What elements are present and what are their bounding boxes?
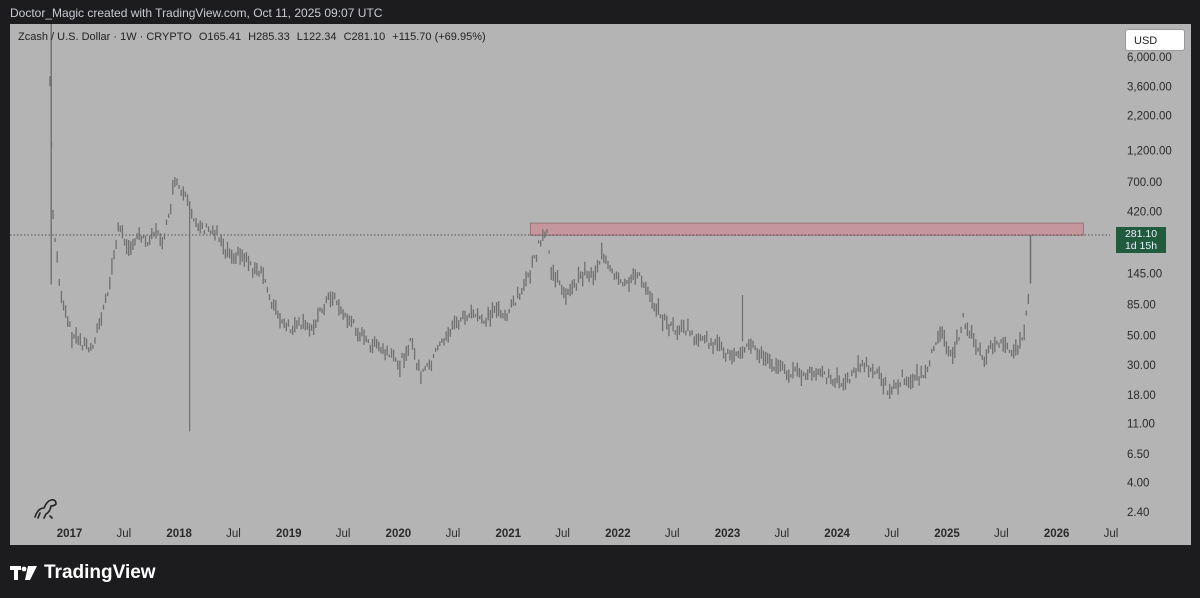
tradingview-brand-text: TradingView [44, 562, 156, 583]
x-tick-label: Jul [665, 528, 680, 540]
x-tick-label: 2020 [386, 528, 412, 540]
x-tick-label: 2017 [57, 528, 83, 540]
bar-countdown: 1d 15h [1124, 240, 1158, 252]
tradingview-logo-icon [10, 566, 37, 580]
x-tick-label: Jul [117, 528, 132, 540]
x-tick-label: Jul [226, 528, 241, 540]
x-tick-label: 2018 [166, 528, 192, 540]
last-price-tag: 281.10 1d 15h [1116, 227, 1166, 253]
y-tick-label: 30.00 [1127, 360, 1156, 372]
x-tick-label: Jul [555, 528, 570, 540]
chart-panel[interactable]: 6,000.00 3,600.00 2,200.00 1,200.00 700.00 42… [10, 24, 1191, 545]
x-tick-label: Jul [884, 528, 899, 540]
y-tick-label: 3,600.00 [1127, 82, 1172, 94]
x-tick-label: Jul [446, 528, 461, 540]
last-price-value: 281.10 [1124, 228, 1158, 240]
ohlc-low: L122.34 [296, 31, 337, 43]
chart-credit: Doctor_Magic created with TradingView.co… [10, 6, 383, 20]
y-tick-label: 1,200.00 [1127, 146, 1172, 158]
y-tick-label: 50.00 [1127, 330, 1156, 342]
y-tick-label: 420.00 [1127, 207, 1162, 219]
x-tick-label: Jul [775, 528, 790, 540]
y-tick-label: 145.00 [1127, 268, 1162, 280]
x-tick-label: 2022 [605, 528, 631, 540]
dinosaur-logo-icon [32, 494, 60, 525]
y-tick-label: 85.00 [1127, 300, 1156, 312]
x-tick-label: 2026 [1044, 528, 1070, 540]
x-tick-label: 2021 [495, 528, 521, 540]
ohlc-high: H285.33 [248, 31, 290, 43]
x-tick-label: 2019 [276, 528, 302, 540]
symbol-name: Zcash / U.S. Dollar · 1W · CRYPTO [18, 31, 192, 43]
ohlc-close: C281.10 [343, 31, 386, 43]
y-tick-label: 6.50 [1127, 449, 1149, 461]
y-tick-label: 700.00 [1127, 177, 1162, 189]
y-tick-label: 18.00 [1127, 390, 1156, 402]
symbol-legend: Zcash / U.S. Dollar · 1W · CRYPTO O165.4… [18, 31, 490, 43]
x-tick-label: Jul [336, 528, 351, 540]
tradingview-branding: TradingView [10, 562, 156, 584]
ohlc-open: O165.41 [198, 31, 242, 43]
y-tick-label: 4.00 [1127, 477, 1149, 489]
y-tick-label: 6,000.00 [1127, 52, 1172, 64]
x-tick-label: 2023 [715, 528, 741, 540]
x-tick-label: 2024 [824, 528, 850, 540]
resistance-zone [529, 222, 1084, 236]
x-tick-label: Jul [1104, 528, 1119, 540]
y-tick-label: 2.40 [1127, 507, 1149, 519]
x-tick-label: Jul [994, 528, 1009, 540]
ohlc-change: +115.70 (+69.95%) [392, 31, 486, 43]
y-tick-label: 11.00 [1127, 418, 1155, 430]
x-tick-label: 2025 [934, 528, 960, 540]
y-tick-label: 2,200.00 [1127, 110, 1172, 122]
currency-button[interactable]: USD [1125, 29, 1185, 51]
price-chart[interactable]: 6,000.00 3,600.00 2,200.00 1,200.00 700.00 42… [10, 24, 1191, 545]
